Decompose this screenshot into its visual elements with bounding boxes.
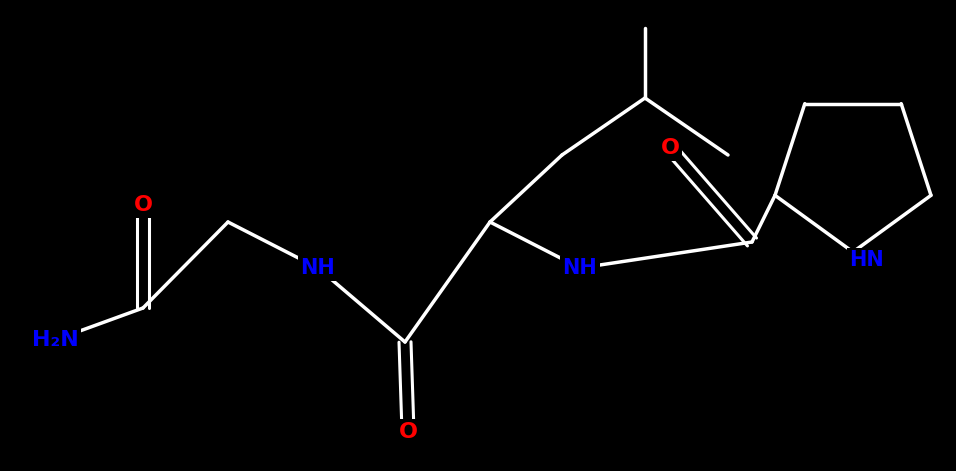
Text: O: O [399,422,418,442]
Text: O: O [134,195,153,215]
Text: H₂N: H₂N [32,330,78,350]
Text: HN: HN [850,250,884,270]
Text: NH: NH [563,258,598,278]
Text: NH: NH [300,258,336,278]
Text: O: O [661,138,680,158]
